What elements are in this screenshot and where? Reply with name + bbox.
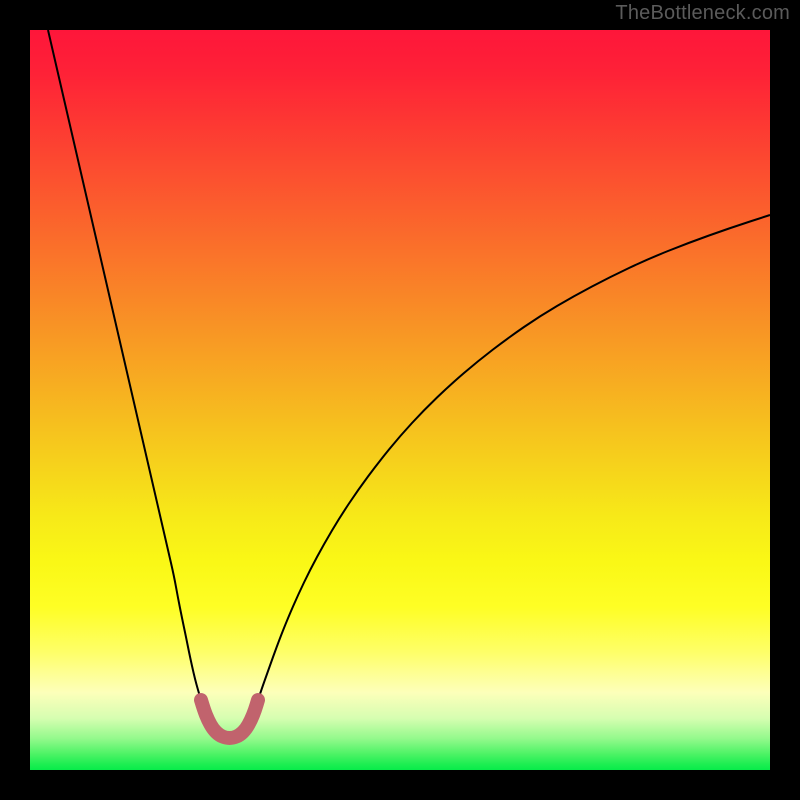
chart-stage: TheBottleneck.com	[0, 0, 800, 800]
chart-svg	[0, 0, 800, 800]
watermark-text: TheBottleneck.com	[615, 2, 790, 25]
plot-area	[30, 30, 770, 770]
